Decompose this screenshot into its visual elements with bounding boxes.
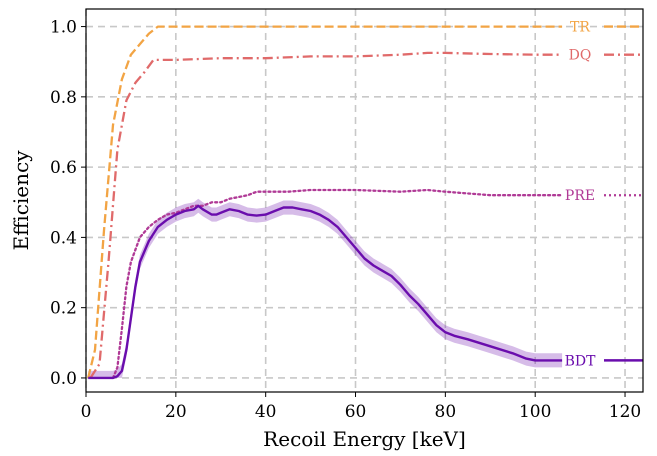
x-axis-title: Recoil Energy [keV] — [263, 427, 466, 451]
bdt-line — [88, 204, 563, 380]
tr-label: TR — [570, 20, 590, 36]
bdt-band — [88, 198, 563, 378]
series-labels: TR DQ PRE BDT — [565, 20, 597, 370]
y-tick-label: 0.4 — [50, 228, 77, 248]
x-tick-label: 40 — [255, 402, 277, 422]
y-tick-label: 0.6 — [50, 158, 77, 178]
tr-line — [87, 25, 563, 379]
x-tick-label: 60 — [345, 402, 367, 422]
dq-line — [89, 51, 563, 379]
pre-label: PRE — [565, 188, 595, 204]
dq-label: DQ — [569, 48, 592, 64]
y-tick-label: 0.8 — [50, 88, 77, 108]
x-tick-label: 80 — [435, 402, 457, 422]
y-tick-label: 0.0 — [50, 369, 77, 389]
pre-line — [111, 188, 564, 380]
x-tick-label: 100 — [519, 402, 551, 422]
x-tick-label: 20 — [165, 402, 187, 422]
bdt-label: BDT — [565, 353, 597, 369]
y-tick-label: 0.2 — [50, 299, 77, 319]
ticks: 0 20 40 60 80 100 120 0.0 0.2 0.4 0.6 0.8 1.0 — [50, 18, 641, 422]
grid — [85, 9, 643, 392]
bdt-uncertainty-band — [88, 198, 563, 378]
y-axis-title: Efficiency — [9, 150, 33, 251]
x-tick-label: 0 — [81, 402, 92, 422]
series-lines — [87, 25, 643, 380]
y-tick-label: 1.0 — [50, 18, 77, 38]
plot-frame — [85, 8, 644, 393]
x-tick-label: 120 — [609, 402, 641, 422]
